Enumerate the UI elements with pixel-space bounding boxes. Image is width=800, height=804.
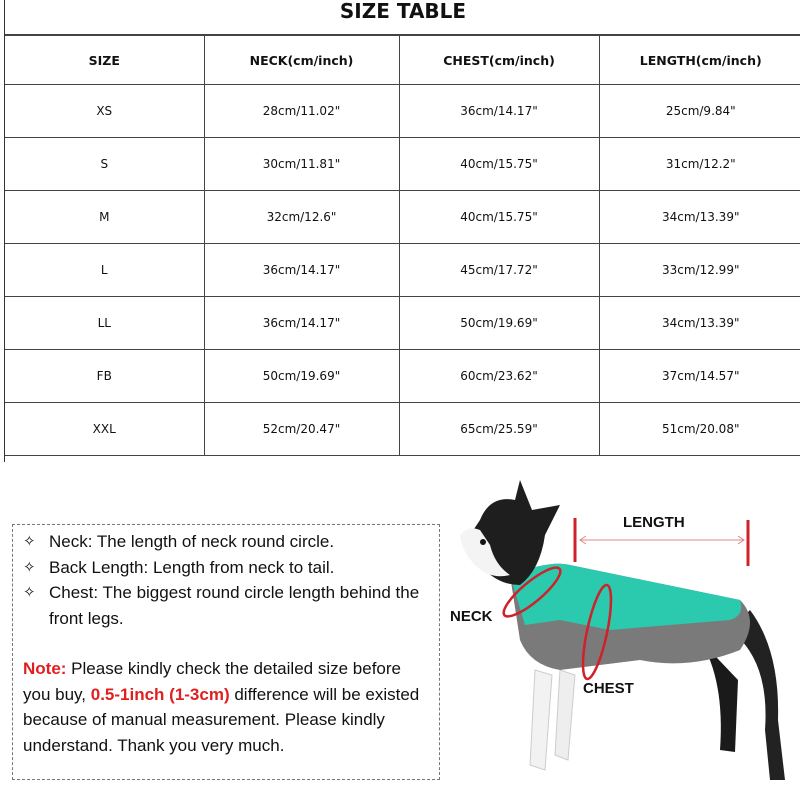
dog-measurement-diagram: LENGTH NECK CHEST: [440, 480, 800, 800]
table-cell: 32cm/12.6": [203, 190, 400, 244]
note-label: Note:: [23, 659, 67, 678]
table-cell: 28cm/11.02": [203, 84, 400, 138]
table-cell: LL: [5, 296, 205, 350]
table-cell: 31cm/12.2": [598, 137, 800, 191]
table-cell: XXL: [5, 402, 205, 456]
table-cell: 40cm/15.75": [398, 137, 600, 191]
bullet-item: ✧ Chest: The biggest round circle length …: [23, 580, 439, 631]
table-row: LL 36cm/14.17" 50cm/19.69" 34cm/13.39": [5, 296, 800, 350]
table-cell: 36cm/14.17": [398, 84, 600, 138]
bullet-text: Chest: The biggest round circle length b…: [49, 583, 420, 628]
table-cell: 52cm/20.47": [203, 402, 400, 456]
table-cell: S: [5, 137, 205, 191]
chest-label: CHEST: [583, 680, 634, 697]
table-cell: 40cm/15.75": [398, 190, 600, 244]
table-row: XS 28cm/11.02" 36cm/14.17" 25cm/9.84": [5, 84, 800, 138]
table-title: SIZE TABLE: [5, 0, 800, 35]
bullet-text: Back Length: Length from neck to tail.: [49, 557, 335, 577]
table-cell: 30cm/11.81": [203, 137, 400, 191]
table-cell: 50cm/19.69": [398, 296, 600, 350]
table-cell: 34cm/13.39": [598, 190, 800, 244]
table-cell: FB: [5, 349, 205, 403]
length-label: LENGTH: [623, 514, 685, 531]
header-row: SIZE NECK(cm/inch) CHEST(cm/inch) LENGTH(cm…: [5, 35, 800, 85]
table-row: XXL 52cm/20.47" 65cm/25.59" 51cm/20.08": [5, 402, 800, 456]
note-text-2: difference will be existed because of ma…: [23, 684, 420, 755]
note-paragraph: Note: Please kindly check the detailed s…: [23, 656, 433, 758]
dog-illustration: [460, 480, 785, 780]
table-cell: 36cm/14.17": [203, 296, 400, 350]
table-row: S 30cm/11.81" 40cm/15.75" 31cm/12.2": [5, 137, 800, 191]
table-cell: 50cm/19.69": [203, 349, 400, 403]
neck-label: NECK: [450, 608, 493, 625]
table-cell: 65cm/25.59": [398, 402, 600, 456]
column-header: CHEST(cm/inch): [398, 35, 600, 85]
column-header: SIZE: [5, 35, 205, 85]
size-grid: SIZE NECK(cm/inch) CHEST(cm/inch) LENGTH(cm…: [5, 35, 800, 456]
table-cell: XS: [5, 84, 205, 138]
column-header: LENGTH(cm/inch): [598, 35, 800, 85]
table-row: L 36cm/14.17" 45cm/17.72" 33cm/12.99": [5, 243, 800, 297]
column-header: NECK(cm/inch): [203, 35, 400, 85]
table-cell: M: [5, 190, 205, 244]
sparkle-icon: ✧: [23, 584, 36, 601]
table-cell: 45cm/17.72": [398, 243, 600, 297]
table-cell: 36cm/14.17": [203, 243, 400, 297]
bullet-text: Neck: The length of neck round circle.: [49, 532, 335, 551]
note-text-1: Please kindly check the detailed size be…: [23, 659, 401, 704]
table-cell: 60cm/23.62": [398, 349, 600, 403]
measurement-notes: ✧ Neck: The length of neck round circle. ✧…: [12, 524, 440, 780]
table-row: M 32cm/12.6" 40cm/15.75" 34cm/13.39": [5, 190, 800, 244]
bullet-item: ✧ Back Length: Length from neck to tail.: [23, 555, 439, 581]
table-row: FB 50cm/19.69" 60cm/23.62" 37cm/14.57": [5, 349, 800, 403]
table-cell: 51cm/20.08": [598, 402, 800, 456]
table-cell: 37cm/14.57": [598, 349, 800, 403]
sparkle-icon: ✧: [23, 533, 36, 550]
table-cell: L: [5, 243, 205, 297]
table-cell: 33cm/12.99": [598, 243, 800, 297]
note-highlight: 0.5-1inch (1-3cm): [90, 684, 230, 704]
sparkle-icon: ✧: [23, 558, 36, 576]
size-table: SIZE TABLE SIZE NECK(cm/inch) CHEST(cm/inc…: [4, 0, 800, 462]
table-cell: 25cm/9.84": [598, 84, 800, 138]
bullet-item: ✧ Neck: The length of neck round circle.: [23, 529, 439, 555]
table-cell: 34cm/13.39": [598, 296, 800, 350]
